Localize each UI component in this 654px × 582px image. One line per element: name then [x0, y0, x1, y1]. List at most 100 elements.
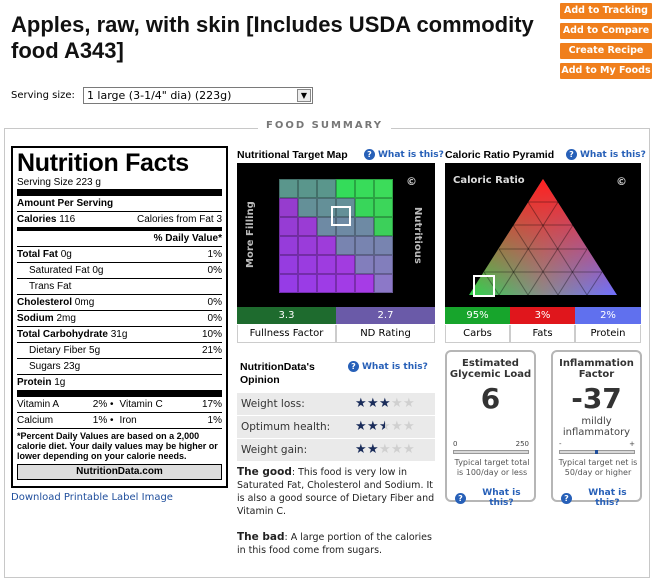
inflammation-factor-title: Inflammation Factor: [559, 358, 634, 380]
fats-bar: 3%: [510, 307, 575, 324]
star-icon: ★: [355, 396, 367, 411]
amount-per-serving: Amount Per Serving: [17, 189, 222, 211]
target-map-cell: [298, 198, 317, 217]
target-map-chart: More Filling Nutritious ©: [237, 163, 435, 307]
star-icon: ★: [379, 419, 391, 434]
target-map-cell: [298, 236, 317, 255]
serving-size-row: Serving size: 1 large (3-1/4" dia) (223g…: [11, 87, 313, 104]
calories-row: Calories 116 Calories from Fat 3: [17, 211, 222, 227]
star-icon: ★: [367, 442, 379, 457]
target-map-cell: [355, 255, 374, 274]
the-bad-text: The bad: A large portion of the calories…: [237, 531, 432, 556]
total-fat-row: Total Fat 0g 1%: [17, 246, 222, 262]
opinion-help-link[interactable]: ? What is this?: [348, 361, 428, 372]
star-icon: ★: [355, 442, 367, 457]
question-icon: ?: [566, 149, 577, 160]
optimum-health-stars: ★ ★ ★ ★ ★: [355, 420, 415, 433]
carbs-bar: 95%: [445, 307, 510, 324]
target-map-cell: [279, 255, 298, 274]
weight-gain-stars: ★ ★ ★ ★ ★: [355, 443, 415, 456]
inflammation-rating: mildly inflammatory: [562, 416, 631, 438]
target-map-cell: [374, 274, 393, 293]
serving-size-select[interactable]: 1 large (3-1/4" dia) (223g) ▼: [82, 87, 313, 104]
target-map-cell: [374, 198, 393, 217]
target-map-grid: [279, 179, 393, 293]
question-icon: ?: [561, 492, 572, 504]
glycemic-load-title: Estimated Glycemic Load: [449, 358, 532, 380]
target-map-cell: [374, 236, 393, 255]
pyramid-inner-label: Caloric Ratio: [453, 175, 525, 186]
question-icon: ?: [364, 149, 375, 160]
chevron-down-icon[interactable]: ▼: [296, 89, 311, 102]
food-summary-heading: FOOD SUMMARY: [258, 120, 391, 131]
target-map-cell: [336, 179, 355, 198]
minerals-row: Calcium 1% • Iron 1%: [17, 412, 222, 428]
target-map-heading: Nutritional Target Map: [237, 149, 348, 161]
weight-gain-label: Weight gain:: [241, 444, 308, 456]
saturated-fat-row: Saturated Fat 0g 0%: [17, 262, 222, 278]
star-icon: ★: [403, 396, 415, 411]
target-map-cell: [374, 255, 393, 274]
more-filling-axis-label: More Filling: [245, 201, 256, 269]
question-icon: ?: [348, 361, 359, 372]
inflammation-factor-value: -37: [571, 382, 622, 415]
optimum-health-label: Optimum health:: [241, 421, 331, 433]
weight-loss-stars: ★ ★ ★ ★ ★: [355, 397, 415, 410]
star-icon: ★: [367, 396, 379, 411]
target-map-cell: [279, 198, 298, 217]
nutrition-facts-title: Nutrition Facts: [17, 149, 189, 177]
glycemic-load-scale: 0 250: [453, 440, 529, 456]
total-carbohydrate-row: Total Carbohydrate 31g 10%: [17, 326, 222, 342]
target-map-help-link[interactable]: ? What is this?: [364, 149, 444, 160]
serving-size-line: Serving Size 223 g: [17, 176, 222, 189]
food-ratio-marker: [473, 275, 495, 297]
download-label-link[interactable]: Download Printable Label Image: [11, 492, 173, 503]
add-to-my-foods-button[interactable]: Add to My Foods: [560, 63, 652, 79]
inflammation-scale: - +: [559, 440, 635, 456]
nutrition-footnote: *Percent Daily Values are based on a 2,0…: [17, 428, 222, 461]
star-icon: ★: [367, 419, 379, 434]
star-icon: ★: [379, 442, 391, 457]
target-map-cell: [374, 179, 393, 198]
glycemic-load-help-link[interactable]: ? What is this?: [455, 488, 534, 508]
add-to-tracking-button[interactable]: Add to Tracking: [560, 3, 652, 19]
vitamins-row: Vitamin A 2% • Vitamin C 17%: [17, 390, 222, 412]
star-icon: ★: [403, 442, 415, 457]
target-map-cell: [279, 274, 298, 293]
create-recipe-button[interactable]: Create Recipe: [560, 43, 652, 59]
fats-label: Fats: [510, 325, 575, 343]
nd-rating-label: ND Rating: [336, 325, 435, 343]
weight-gain-row: Weight gain: ★ ★ ★ ★ ★: [237, 439, 435, 461]
nd-rating-bar: 2.7: [336, 307, 435, 324]
target-map-cell: [336, 236, 355, 255]
carbs-label: Carbs: [445, 325, 510, 343]
target-map-cell: [355, 217, 374, 236]
star-icon: ★: [403, 419, 415, 434]
inflammation-help-link[interactable]: ? What is this?: [561, 488, 640, 508]
target-map-cell: [298, 217, 317, 236]
pyramid-heading: Caloric Ratio Pyramid: [445, 149, 555, 161]
the-good-text: The good: This food is very low in Satur…: [237, 466, 435, 517]
add-to-compare-button[interactable]: Add to Compare: [560, 23, 652, 39]
inflammation-tip: Typical target net is 50/day or higher: [558, 458, 638, 477]
target-map-cell: [317, 179, 336, 198]
star-icon: ★: [391, 396, 403, 411]
glycemic-load-value: 6: [480, 382, 501, 415]
optimum-health-row: Optimum health: ★ ★ ★ ★ ★: [237, 416, 435, 438]
target-map-cell: [355, 274, 374, 293]
glycemic-load-tip: Typical target total is 100/day or less: [454, 458, 530, 477]
inflammation-factor-box: Inflammation Factor -37 mildly inflammat…: [551, 350, 642, 508]
sodium-row: Sodium 2mg 0%: [17, 310, 222, 326]
serving-size-label: Serving size:: [11, 90, 75, 101]
target-map-cell: [374, 217, 393, 236]
weight-loss-row: Weight loss: ★ ★ ★ ★ ★: [237, 393, 435, 415]
copyright-icon: ©: [616, 175, 627, 188]
page-title: Apples, raw, with skin [Includes USDA co…: [11, 12, 534, 63]
cholesterol-row: Cholesterol 0mg 0%: [17, 294, 222, 310]
weight-loss-label: Weight loss:: [241, 398, 305, 410]
target-map-cell: [279, 179, 298, 198]
serving-size-text: Serving Size: [17, 177, 74, 188]
protein-row: Protein 1g: [17, 374, 222, 390]
pyramid-help-link[interactable]: ? What is this?: [566, 149, 646, 160]
dietary-fiber-row: Dietary Fiber 5g 21%: [17, 342, 222, 358]
